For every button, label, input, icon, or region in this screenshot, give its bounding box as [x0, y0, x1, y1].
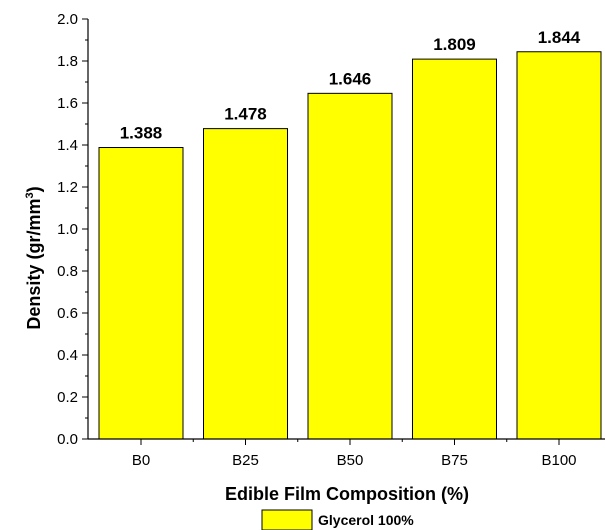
data-labels-group: 1.388 1.478 1.646 1.809 1.844 [120, 28, 581, 143]
bar-b0 [98, 147, 184, 440]
y-tick-label: 1.8 [57, 53, 78, 70]
legend: Glycerol 100% [261, 509, 414, 530]
y-tick-label: 1.2 [57, 179, 78, 196]
legend-swatch [261, 509, 313, 530]
y-axis-title-suffix: ) [24, 186, 44, 192]
y-tick-label: 2.0 [57, 11, 78, 28]
y-tick-label: 1.4 [57, 137, 78, 154]
y-tick-label: 0.6 [57, 305, 78, 322]
bar-b25 [203, 128, 288, 440]
x-tick-label: B50 [337, 452, 364, 469]
y-tick-label: 0.8 [57, 263, 78, 280]
y-tick-label: 0.2 [57, 389, 78, 406]
bar-b75 [412, 58, 497, 440]
x-tick-label: B25 [232, 452, 259, 469]
bar-b100 [516, 51, 602, 440]
legend-label: Glycerol 100% [318, 512, 414, 528]
data-label-b100: 1.844 [538, 28, 581, 47]
y-axis-title-superscript: 3 [24, 192, 36, 198]
data-label-b0: 1.388 [120, 124, 163, 143]
y-tick-label: 0.0 [57, 431, 78, 448]
x-axis-title: Edible Film Composition (%) [225, 484, 469, 504]
x-tick-label: B100 [541, 452, 576, 469]
x-tick-label: B75 [441, 452, 468, 469]
data-label-b50: 1.646 [329, 69, 372, 88]
y-axis-title: Density (gr/mm3) [24, 186, 44, 329]
y-tick-label: 0.4 [57, 347, 78, 364]
data-label-b75: 1.809 [433, 35, 476, 54]
bars-group [98, 51, 602, 440]
y-tick-label: 1.6 [57, 95, 78, 112]
bar-b50 [307, 92, 393, 440]
y-axis: 0.0 0.2 0.4 0.6 0.8 1.0 1.2 1.4 1.6 1.8 2.0 [57, 11, 89, 448]
x-axis: B0 B25 B50 B75 B100 [88, 438, 605, 469]
data-label-b25: 1.478 [224, 105, 267, 124]
y-tick-label: 1.0 [57, 221, 78, 238]
x-tick-label: B0 [132, 452, 150, 469]
